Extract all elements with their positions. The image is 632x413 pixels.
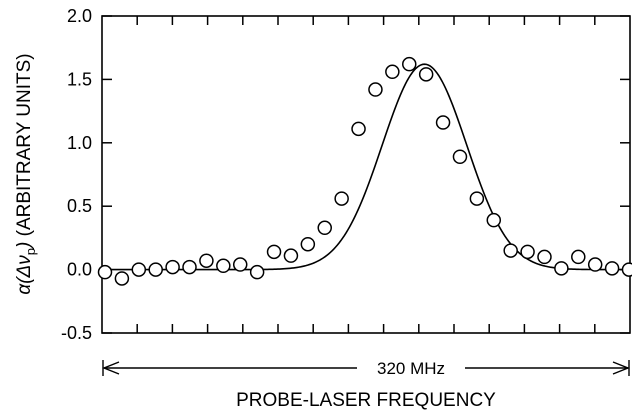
data-point xyxy=(182,259,197,275)
x-axis-minor-ticks xyxy=(136,16,596,333)
data-point xyxy=(249,264,265,280)
y-tick-label: 2.0 xyxy=(67,6,92,26)
y-tick-label: 1.0 xyxy=(67,133,92,153)
span-left-arrowhead xyxy=(102,361,120,375)
data-point xyxy=(520,244,535,260)
data-point xyxy=(621,262,632,277)
y-axis-title-close: ) xyxy=(14,242,35,250)
data-point xyxy=(232,257,248,272)
y-axis-title: α(Δνp) (ARBITRARY UNITS) xyxy=(14,53,38,294)
data-point xyxy=(503,243,518,258)
data-points xyxy=(97,56,632,286)
y-tick-label: -0.5 xyxy=(61,323,92,343)
data-point xyxy=(587,257,603,272)
data-point xyxy=(435,115,451,130)
data-point xyxy=(334,191,349,206)
data-point xyxy=(199,253,214,268)
y-tick-label: 1.5 xyxy=(67,69,92,89)
data-point xyxy=(604,261,620,276)
data-point xyxy=(216,258,231,274)
data-point xyxy=(469,191,485,206)
data-point xyxy=(368,82,383,97)
data-point xyxy=(351,121,366,137)
data-point xyxy=(317,220,332,236)
x-axis-title: PROBE-LASER FREQUENCY xyxy=(236,390,496,411)
data-point xyxy=(165,259,180,275)
data-point xyxy=(131,262,147,277)
data-point xyxy=(385,64,400,80)
plot-area: -0.5 0.0 0.5 1.0 1.5 2.0 xyxy=(61,6,632,343)
data-point xyxy=(554,261,569,276)
data-point xyxy=(486,212,502,228)
span-annotation-label: 320 MHz xyxy=(377,359,445,378)
data-point xyxy=(452,149,468,164)
plot-frame xyxy=(101,15,631,334)
y-tick-label: 0.0 xyxy=(67,260,92,280)
y-tick-label: 0.5 xyxy=(67,196,92,216)
data-point xyxy=(402,56,417,72)
data-point xyxy=(300,236,316,252)
data-point xyxy=(114,271,130,286)
data-point xyxy=(97,264,113,280)
data-point xyxy=(266,244,282,260)
y-axis-title-main: α(Δν xyxy=(14,255,35,295)
fit-curve xyxy=(105,63,629,271)
span-annotation: 320 MHz xyxy=(102,359,630,378)
y-axis-title-suffix: (ARBITRARY UNITS) xyxy=(14,53,35,241)
data-point xyxy=(418,67,434,82)
y-axis-title-subscript: p xyxy=(23,248,38,255)
span-right-arrowhead xyxy=(612,361,630,375)
data-point xyxy=(283,248,299,263)
data-point xyxy=(571,249,586,265)
data-point xyxy=(148,262,163,277)
data-point xyxy=(537,249,552,265)
y-axis-ticks: -0.5 0.0 0.5 1.0 1.5 2.0 xyxy=(61,6,630,343)
